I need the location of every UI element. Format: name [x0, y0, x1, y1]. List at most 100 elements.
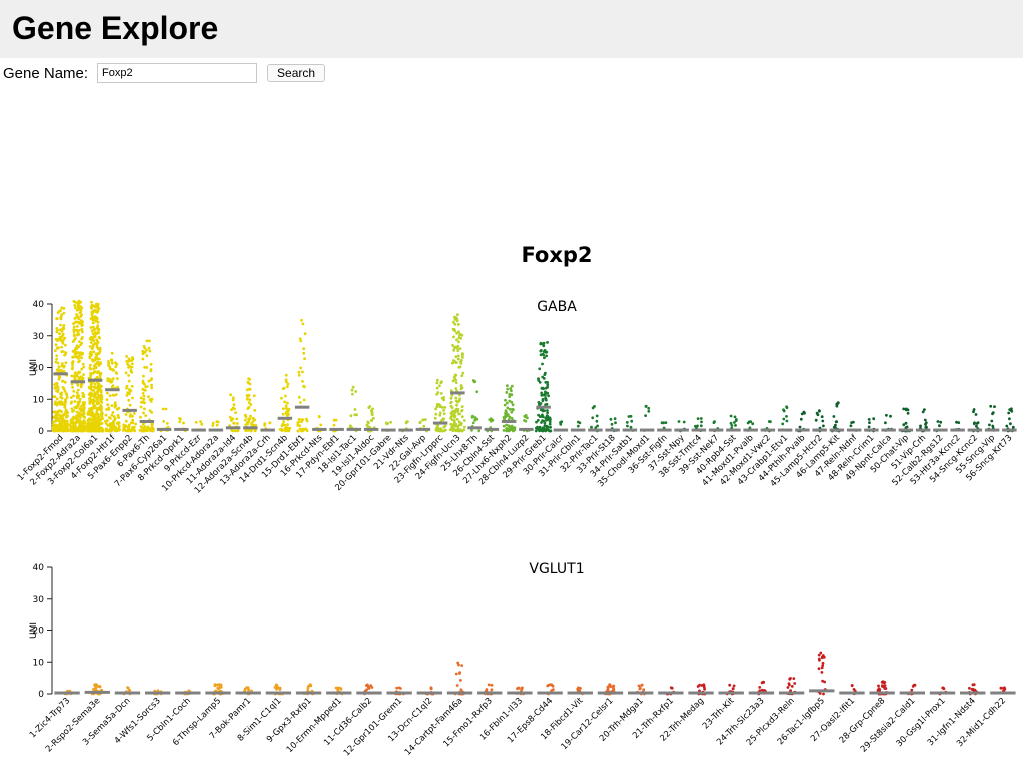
data-point — [57, 346, 60, 350]
data-point — [434, 412, 438, 416]
data-point — [424, 418, 427, 421]
data-point — [72, 389, 76, 393]
data-point — [143, 346, 147, 350]
data-point — [541, 413, 544, 417]
data-point — [506, 413, 510, 417]
y-tick-label: 40 — [33, 300, 45, 310]
data-point — [458, 412, 461, 416]
data-point — [450, 425, 453, 429]
data-point — [138, 428, 142, 432]
data-point — [96, 320, 100, 324]
data-point — [550, 683, 554, 687]
cluster-16: 16-Fbln1-Il33 — [478, 686, 533, 743]
data-point — [282, 420, 286, 423]
data-point — [96, 402, 100, 406]
data-point — [76, 301, 80, 305]
data-point — [69, 421, 73, 425]
data-point — [456, 407, 460, 411]
data-point — [132, 412, 136, 415]
data-point — [456, 349, 460, 353]
data-point — [91, 336, 95, 340]
data-point — [546, 341, 549, 344]
data-point — [455, 338, 458, 342]
data-point — [902, 423, 906, 427]
data-point — [506, 387, 510, 391]
data-point — [817, 667, 821, 671]
data-point — [93, 399, 96, 402]
data-point — [87, 429, 91, 433]
data-point — [534, 429, 538, 433]
data-point — [438, 411, 442, 415]
data-point — [386, 422, 389, 425]
data-point — [541, 429, 545, 433]
data-point — [105, 391, 109, 395]
data-point — [69, 396, 73, 399]
data-point — [93, 342, 97, 345]
data-point — [111, 368, 114, 371]
data-point — [216, 686, 220, 690]
data-point — [55, 382, 59, 386]
search-button[interactable]: Search — [267, 64, 326, 82]
data-point — [647, 406, 651, 410]
data-point — [113, 418, 116, 422]
data-point — [83, 422, 87, 425]
data-point — [232, 396, 235, 400]
data-point — [788, 677, 792, 681]
gene-name-label: Gene Name: — [3, 64, 89, 82]
data-point — [126, 391, 129, 395]
data-point — [435, 405, 439, 409]
data-point — [128, 390, 132, 393]
data-point — [453, 415, 456, 419]
data-point — [52, 428, 55, 432]
data-point — [537, 401, 541, 404]
data-point — [508, 399, 512, 403]
data-point — [283, 400, 287, 404]
data-point — [131, 421, 135, 425]
data-point — [452, 412, 455, 416]
data-point — [904, 421, 908, 425]
data-point — [284, 429, 287, 433]
data-point — [62, 307, 66, 310]
data-point — [107, 406, 111, 410]
data-point — [280, 429, 284, 432]
data-point — [760, 688, 764, 692]
data-point — [821, 664, 825, 667]
data-point — [799, 417, 803, 421]
data-point — [93, 335, 97, 339]
data-point — [457, 340, 460, 344]
data-point — [110, 359, 114, 363]
data-point — [548, 422, 552, 426]
data-point — [80, 324, 84, 328]
data-point — [92, 416, 96, 419]
data-point — [147, 428, 151, 432]
data-point — [76, 429, 80, 433]
data-point — [304, 427, 308, 431]
data-point — [449, 400, 453, 404]
data-point — [395, 686, 399, 690]
data-point — [552, 688, 555, 691]
data-point — [457, 323, 460, 326]
data-point — [57, 400, 61, 404]
data-point — [699, 417, 703, 420]
data-point — [58, 403, 62, 406]
data-point — [546, 409, 549, 412]
gene-name-input[interactable] — [97, 63, 258, 83]
data-point — [872, 417, 876, 421]
data-point — [148, 349, 152, 353]
data-point — [541, 342, 545, 346]
data-point — [60, 422, 64, 426]
data-point — [142, 374, 145, 378]
data-point — [868, 421, 871, 424]
data-point — [88, 402, 92, 405]
data-point — [82, 395, 86, 399]
data-point — [549, 425, 552, 429]
data-point — [452, 428, 455, 432]
data-point — [792, 677, 796, 680]
data-point — [250, 422, 253, 426]
data-point — [448, 428, 452, 431]
data-point — [80, 321, 83, 325]
data-point — [73, 406, 77, 409]
data-point — [95, 396, 98, 400]
data-point — [612, 686, 615, 690]
data-point — [124, 413, 128, 416]
